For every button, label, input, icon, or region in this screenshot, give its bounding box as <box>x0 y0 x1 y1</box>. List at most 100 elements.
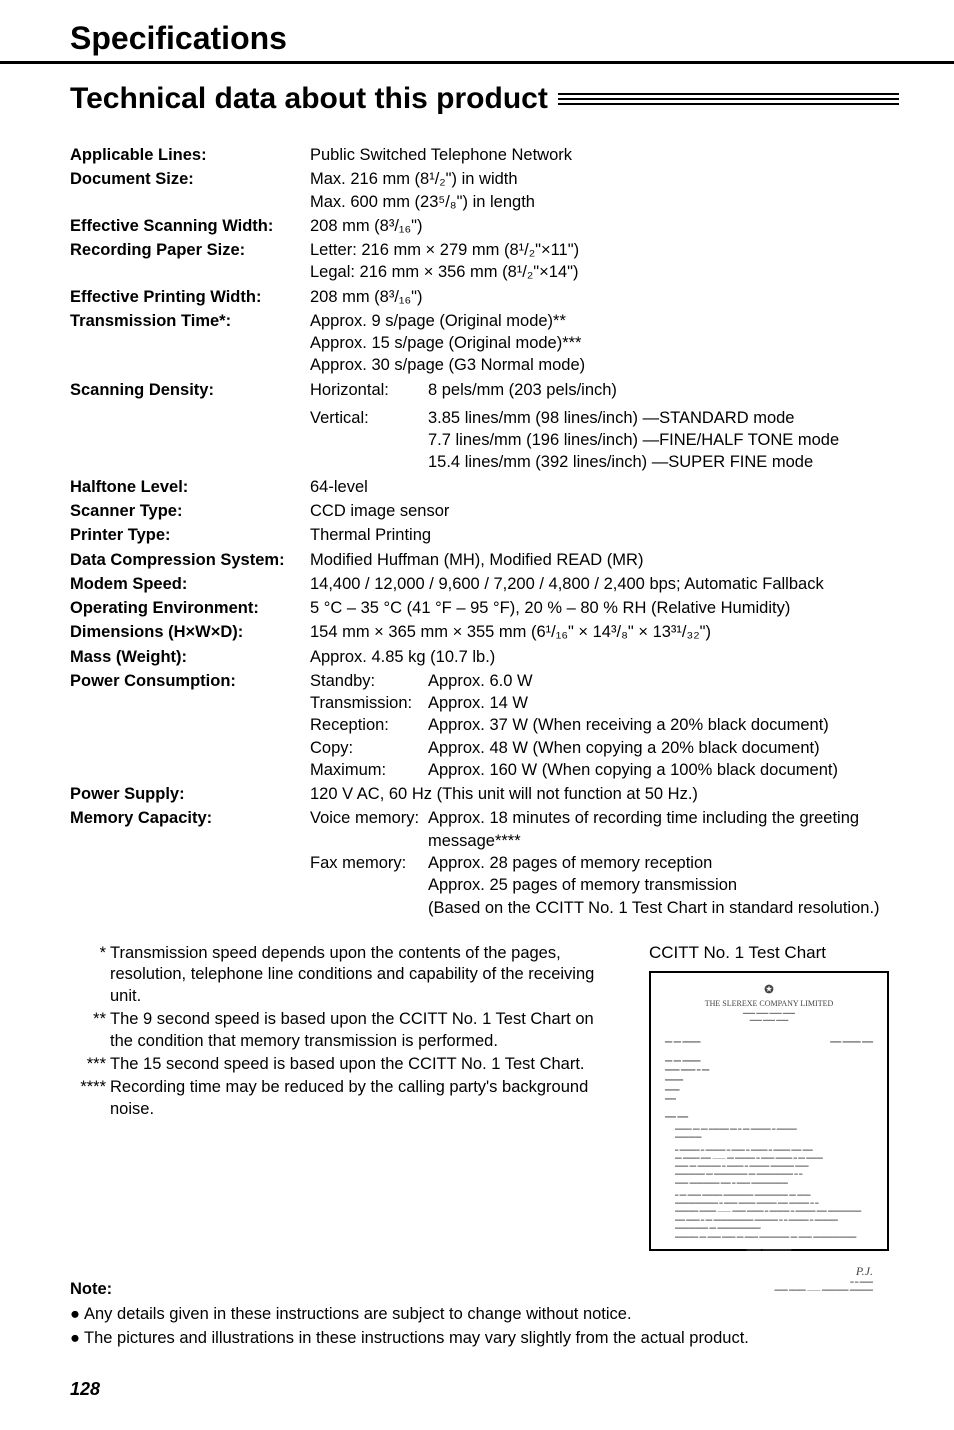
density-horizontal: Horizontal: 8 pels/mm (203 pels/inch) <box>310 379 899 401</box>
footnote-mark: ** <box>70 1009 110 1052</box>
spec-label: Transmission Time*: <box>70 310 310 377</box>
spec-value: Thermal Printing <box>310 524 899 546</box>
footnote-2: ** The 9 second speed is based upon the … <box>70 1009 619 1052</box>
spec-line: Approx. 30 s/page (G3 Normal mode) <box>310 354 899 376</box>
spec-label: Power Consumption: <box>70 670 310 781</box>
footnote-text: The 9 second speed is based upon the CCI… <box>110 1009 619 1052</box>
sub-value: Approx. 28 pages of memory reception App… <box>428 852 899 919</box>
note-item: ● The pictures and illustrations in thes… <box>70 1328 899 1349</box>
sub-label: Fax memory: <box>310 852 428 919</box>
footnote-text: Transmission speed depends upon the cont… <box>110 943 619 1007</box>
spec-row-power-consumption: Power Consumption: Standby:Approx. 6.0 W… <box>70 670 899 781</box>
spec-row-dimensions: Dimensions (H×W×D): 154 mm × 365 mm × 35… <box>70 621 899 643</box>
spec-label: Scanner Type: <box>70 500 310 522</box>
sub-value: Approx. 160 W (When copying a 100% black… <box>428 759 899 781</box>
chart-title: CCITT No. 1 Test Chart <box>649 943 899 963</box>
spec-table: Applicable Lines: Public Switched Teleph… <box>70 144 899 919</box>
spec-row-transmission-time: Transmission Time*: Approx. 9 s/page (Or… <box>70 310 899 377</box>
sub-value: Approx. 6.0 W <box>428 670 899 692</box>
spec-row-printer: Printer Type: Thermal Printing <box>70 524 899 546</box>
footnote-text: The 15 second speed is based upon the CC… <box>110 1054 619 1075</box>
spec-label: Scanning Density: <box>70 379 310 474</box>
spec-value: 208 mm (8³/₁₆") <box>310 215 899 237</box>
sub-label: Vertical: <box>310 407 428 474</box>
sub-label: Transmission: <box>310 692 428 714</box>
sub-value: 3.85 lines/mm (98 lines/inch) —STANDARD … <box>428 407 899 474</box>
spec-row-power-supply: Power Supply: 120 V AC, 60 Hz (This unit… <box>70 783 899 805</box>
spec-line: Approx. 28 pages of memory reception <box>428 852 899 874</box>
spec-value: CCD image sensor <box>310 500 899 522</box>
page: Specifications Technical data about this… <box>0 0 954 1430</box>
spec-line: Letter: 216 mm × 279 mm (8¹/₂"×11") <box>310 239 899 261</box>
sub-label: Maximum: <box>310 759 428 781</box>
spec-value: Approx. 4.85 kg (10.7 lb.) <box>310 646 899 668</box>
spec-value: Approx. 9 s/page (Original mode)** Appro… <box>310 310 899 377</box>
title-rule <box>0 61 954 64</box>
spec-line: Max. 216 mm (8¹/₂") in width <box>310 168 899 190</box>
main-title: Specifications <box>70 20 899 57</box>
decorative-lines-icon <box>558 93 899 105</box>
footnote-4: **** Recording time may be reduced by th… <box>70 1077 619 1120</box>
sub-value: 8 pels/mm (203 pels/inch) <box>428 379 899 401</box>
spec-value: Modified Huffman (MH), Modified READ (MR… <box>310 549 899 571</box>
footnotes: * Transmission speed depends upon the co… <box>70 943 619 1251</box>
spec-value: 14,400 / 12,000 / 9,600 / 7,200 / 4,800 … <box>310 573 899 595</box>
chart-company: THE SLEREXE COMPANY LIMITED <box>665 998 873 1009</box>
note-item: ● Any details given in these instruction… <box>70 1304 899 1325</box>
spec-row-print-width: Effective Printing Width: 208 mm (8³/₁₆"… <box>70 286 899 308</box>
sub-value: Approx. 37 W (When receiving a 20% black… <box>428 714 899 736</box>
spec-value: Public Switched Telephone Network <box>310 144 899 166</box>
test-chart-section: CCITT No. 1 Test Chart ✪ THE SLEREXE COM… <box>649 943 899 1251</box>
spec-value: Voice memory: Approx. 18 minutes of reco… <box>310 807 899 918</box>
sub-value: Approx. 48 W (When copying a 20% black d… <box>428 737 899 759</box>
sub-title: Technical data about this product <box>70 82 548 116</box>
spec-label: Memory Capacity: <box>70 807 310 918</box>
spec-row-scanner: Scanner Type: CCD image sensor <box>70 500 899 522</box>
spec-row-compression: Data Compression System: Modified Huffma… <box>70 549 899 571</box>
spec-label: Dimensions (H×W×D): <box>70 621 310 643</box>
spec-line: Approx. 15 s/page (Original mode)*** <box>310 332 899 354</box>
note-text: The pictures and illustrations in these … <box>84 1328 899 1349</box>
spec-value: Letter: 216 mm × 279 mm (8¹/₂"×11") Lega… <box>310 239 899 284</box>
footnote-mark: * <box>70 943 110 1007</box>
spec-row-scan-density: Scanning Density: Horizontal: 8 pels/mm … <box>70 379 899 474</box>
spec-label: Recording Paper Size: <box>70 239 310 284</box>
spec-row-document-size: Document Size: Max. 216 mm (8¹/₂") in wi… <box>70 168 899 213</box>
page-number: 128 <box>70 1379 899 1400</box>
spec-label: Halftone Level: <box>70 476 310 498</box>
test-chart-image: ✪ THE SLEREXE COMPANY LIMITED ━━━━ ━━━━ … <box>649 971 889 1251</box>
spec-label: Mass (Weight): <box>70 646 310 668</box>
spec-line: 3.85 lines/mm (98 lines/inch) —STANDARD … <box>428 407 899 429</box>
footnote-3: *** The 15 second speed is based upon th… <box>70 1054 619 1075</box>
spec-row-applicable-lines: Applicable Lines: Public Switched Teleph… <box>70 144 899 166</box>
spec-label: Effective Scanning Width: <box>70 215 310 237</box>
spec-line: Max. 600 mm (23⁵/₈") in length <box>310 191 899 213</box>
spec-value: 64-level <box>310 476 899 498</box>
chart-logo-icon: ✪ <box>665 983 873 998</box>
sub-label: Voice memory: <box>310 807 428 852</box>
spec-line: 7.7 lines/mm (196 lines/inch) —FINE/HALF… <box>428 429 899 451</box>
spec-row-environment: Operating Environment: 5 °C – 35 °C (41 … <box>70 597 899 619</box>
sub-label: Horizontal: <box>310 379 428 401</box>
footnote-1: * Transmission speed depends upon the co… <box>70 943 619 1007</box>
spec-line: Legal: 216 mm × 356 mm (8¹/₂"×14") <box>310 261 899 283</box>
sub-value: Approx. 14 W <box>428 692 899 714</box>
spec-label: Operating Environment: <box>70 597 310 619</box>
spec-value: Horizontal: 8 pels/mm (203 pels/inch) Ve… <box>310 379 899 474</box>
spec-row-halftone: Halftone Level: 64-level <box>70 476 899 498</box>
spec-line: (Based on the CCITT No. 1 Test Chart in … <box>428 897 899 919</box>
spec-value: 208 mm (8³/₁₆") <box>310 286 899 308</box>
spec-row-modem: Modem Speed: 14,400 / 12,000 / 9,600 / 7… <box>70 573 899 595</box>
footnote-mark: *** <box>70 1054 110 1075</box>
sub-label: Reception: <box>310 714 428 736</box>
spec-line: 15.4 lines/mm (392 lines/inch) —SUPER FI… <box>428 451 899 473</box>
spec-label: Power Supply: <box>70 783 310 805</box>
sub-value: Approx. 18 minutes of recording time inc… <box>428 807 899 852</box>
footnote-text: Recording time may be reduced by the cal… <box>110 1077 619 1120</box>
spec-line: Approx. 25 pages of memory transmission <box>428 874 899 896</box>
spec-label: Effective Printing Width: <box>70 286 310 308</box>
spec-value: 154 mm × 365 mm × 355 mm (6¹/₁₆" × 14³/₈… <box>310 621 899 643</box>
spec-row-mass: Mass (Weight): Approx. 4.85 kg (10.7 lb.… <box>70 646 899 668</box>
sub-label: Standby: <box>310 670 428 692</box>
density-vertical: Vertical: 3.85 lines/mm (98 lines/inch) … <box>310 407 899 474</box>
